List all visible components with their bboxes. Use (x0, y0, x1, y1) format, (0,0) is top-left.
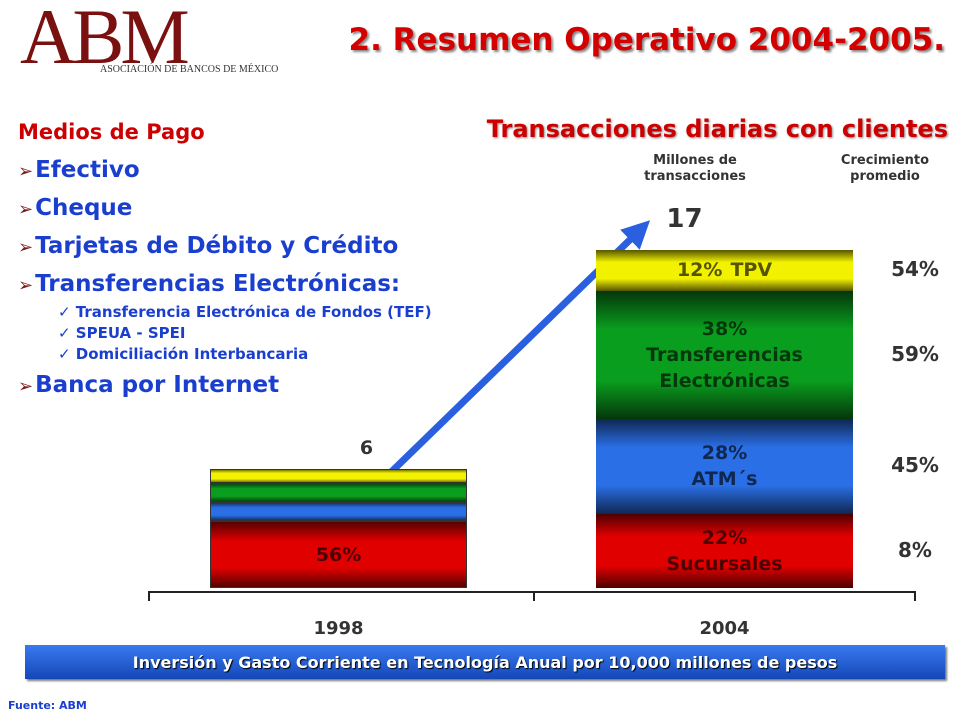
segment-value-label: 22% (701, 526, 748, 549)
list-subitem: Transferencia Electrónica de Fondos (TEF… (58, 304, 498, 325)
axis-tick (533, 591, 535, 601)
segment-label: 12% TPV (596, 250, 853, 291)
growth-label: 59% (891, 341, 939, 366)
segment-value-label: 28% (701, 442, 748, 465)
growth-label: 45% (891, 453, 939, 478)
list-item: Transferencias Electrónicas: (18, 266, 498, 304)
logo: ABM (20, 0, 190, 80)
chart-title: Transacciones diarias con clientes (486, 115, 948, 143)
bar-segment (596, 250, 853, 291)
list-item: Banca por Internet (18, 367, 498, 405)
segment-name: TPV (730, 259, 773, 282)
segment-label: 56% (210, 521, 467, 588)
list-item: Efectivo (18, 152, 498, 190)
footer-banner: Inversión y Gasto Corriente en Tecnologí… (25, 645, 945, 679)
segment-name: ATM´s (691, 468, 758, 491)
axis-tick (914, 591, 916, 601)
growth-label: Crecimiento promedio (840, 153, 930, 184)
total-label: 6 (359, 436, 374, 459)
bar-segment (210, 468, 467, 484)
bar-segment (596, 513, 853, 588)
list: EfectivoChequeTarjetas de Débito y Crédi… (18, 152, 498, 405)
growth-label: 54% (891, 257, 939, 282)
x-axis (148, 591, 915, 593)
total-label: 17 (666, 204, 703, 234)
segment-label: 28% ATM´s (596, 419, 853, 514)
axis-tick (148, 591, 150, 601)
units-label: Millones de transacciones (644, 153, 746, 184)
list-subitem: Domiciliación Interbancaria (58, 346, 498, 367)
segment-value-label: 38% (701, 317, 748, 340)
bar-segment (596, 419, 853, 514)
logo-subtitle: ASOCIACIÓN DE BANCOS DE MÉXICO (100, 64, 279, 75)
bar-segment (596, 290, 853, 419)
growth-label: 8% (898, 537, 932, 562)
segment-value-label: 12% (676, 259, 723, 282)
segment-name: Sucursales (666, 552, 783, 575)
slide-title: 2. Resumen Operativo 2004-2005. (348, 22, 945, 58)
segment-value-label: 56% (315, 543, 362, 566)
bar-segment (210, 483, 467, 503)
bar-segment (210, 521, 467, 588)
list-heading: Medios de Pago (18, 120, 205, 144)
x-tick-label: 2004 (699, 618, 750, 639)
list-item: Cheque (18, 190, 498, 228)
list-subitem: SPEUA - SPEI (58, 325, 498, 346)
list-item: Tarjetas de Débito y Crédito (18, 228, 498, 266)
segment-label: 22% Sucursales (596, 514, 853, 588)
source: Fuente: ABM (8, 699, 87, 712)
bar-segment (210, 502, 467, 522)
x-tick-label: 1998 (313, 618, 364, 639)
segment-name: Transferencias Electrónicas (646, 343, 803, 392)
segment-label: 38% Transferencias Electrónicas (596, 291, 853, 419)
